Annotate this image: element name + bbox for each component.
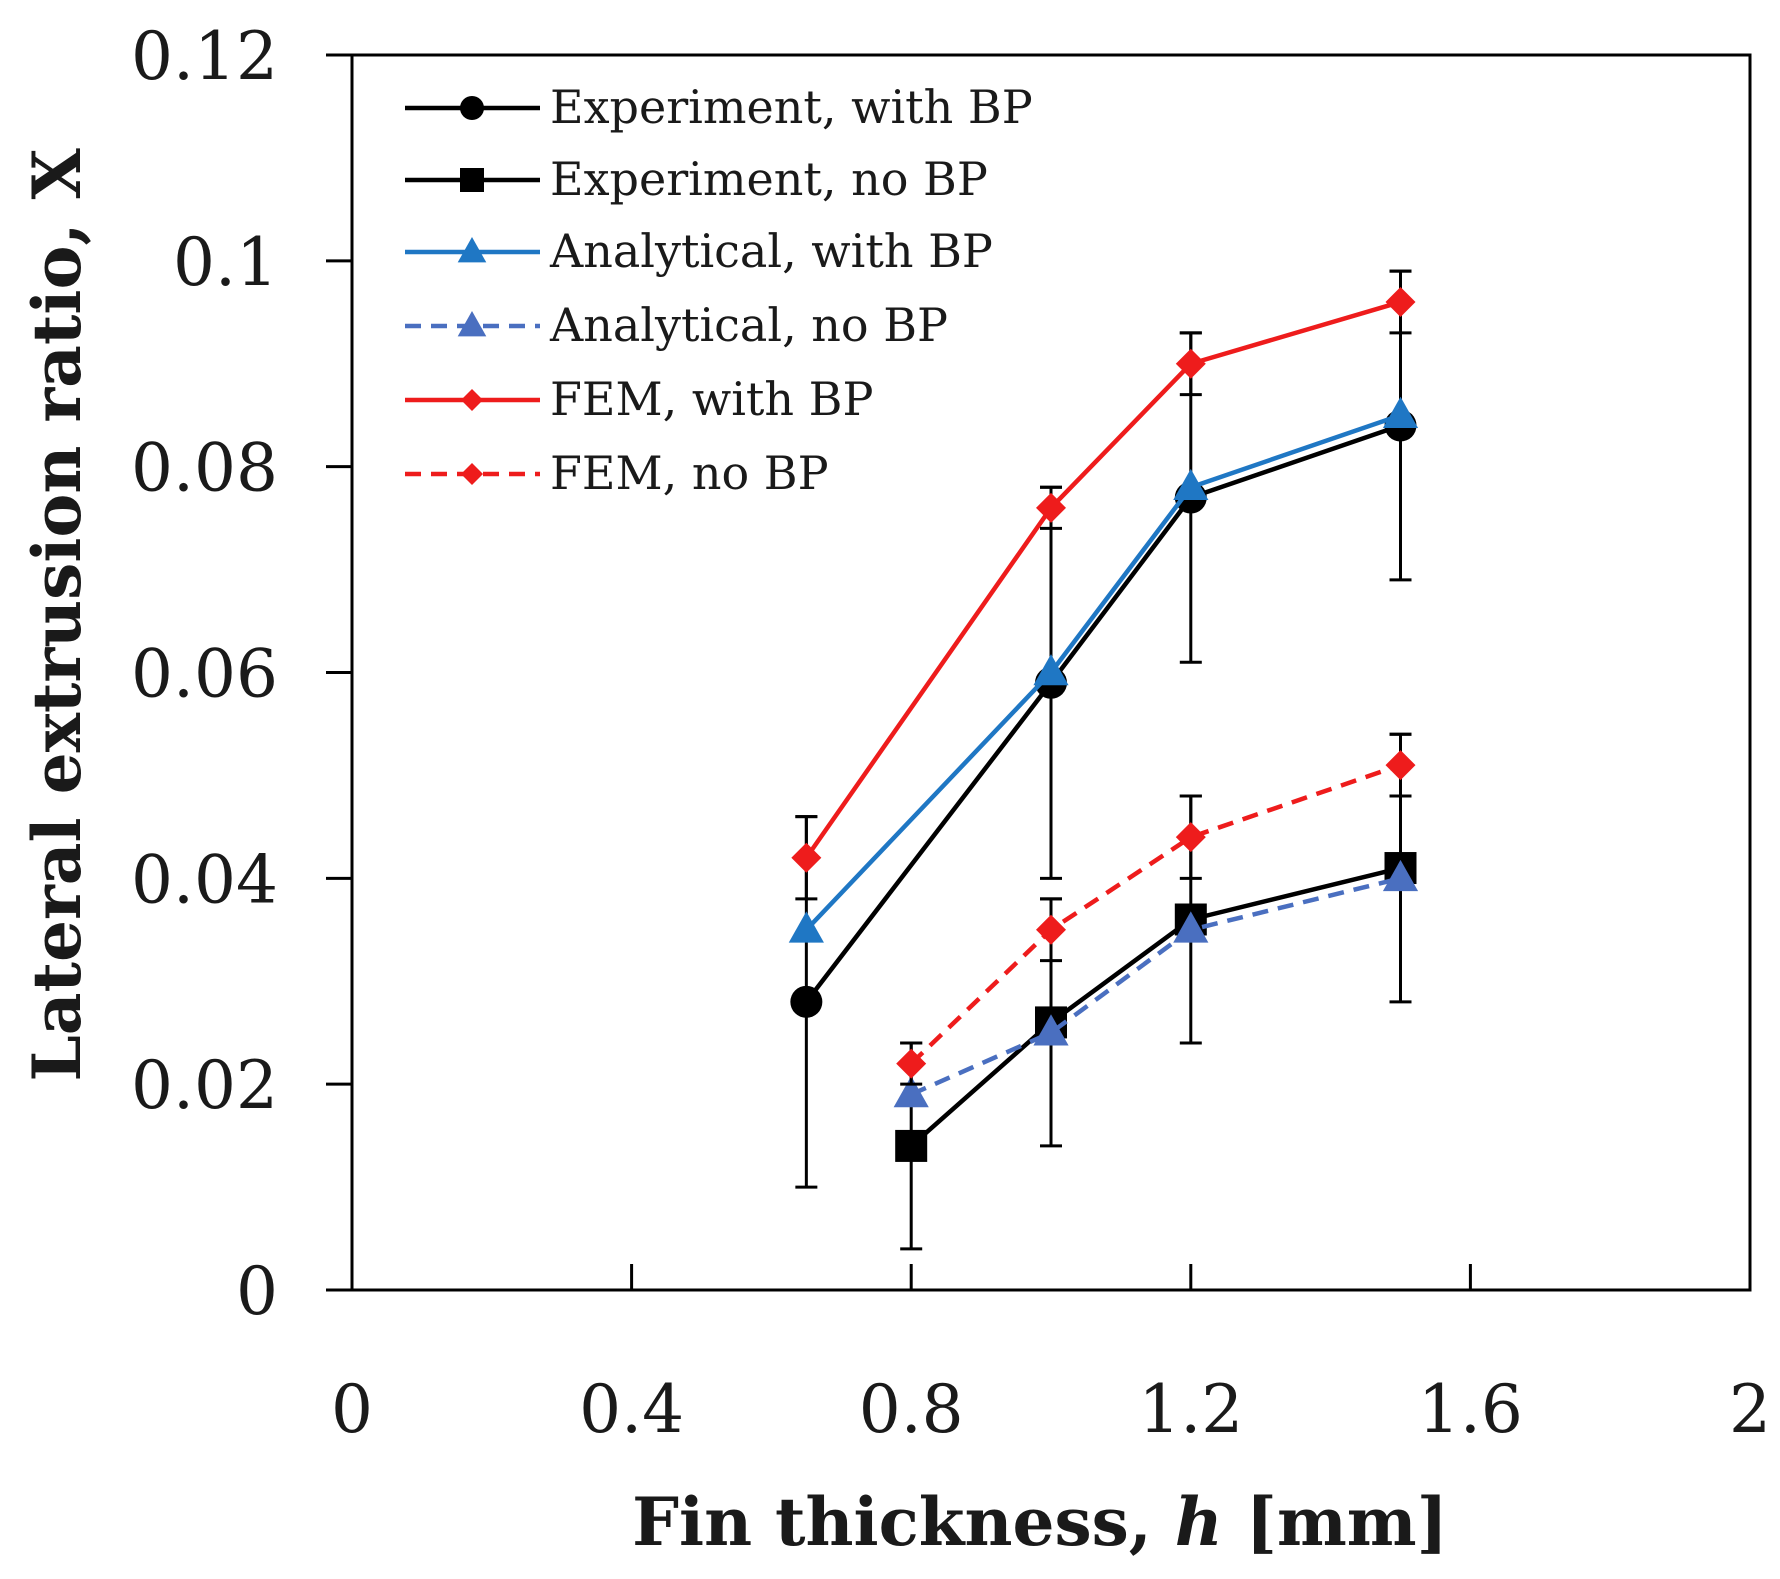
x-tick-label: 1.2 bbox=[1138, 1371, 1243, 1448]
data-point-triangle bbox=[1033, 654, 1069, 686]
legend-entry-5: FEM, no BP bbox=[405, 446, 829, 500]
data-point-triangle bbox=[1382, 859, 1419, 892]
x-axis-title-italic: h bbox=[1175, 1483, 1223, 1561]
data-point-circle bbox=[790, 985, 823, 1018]
data-point-diamond bbox=[791, 842, 822, 873]
series-3 bbox=[893, 859, 1419, 1108]
x-axis-title-main: Fin thickness, bbox=[632, 1483, 1175, 1561]
data-point-square bbox=[460, 168, 484, 192]
x-axis-title-unit: [mm] bbox=[1223, 1483, 1448, 1561]
y-tick-label: 0.04 bbox=[131, 841, 278, 918]
series-1 bbox=[895, 732, 1417, 1251]
y-tick-label: 0.06 bbox=[131, 636, 278, 713]
series-line bbox=[804, 413, 1402, 932]
legend-label: Analytical, with BP bbox=[549, 224, 993, 278]
series-4 bbox=[791, 269, 1416, 901]
y-tick-label: 0.02 bbox=[131, 1047, 278, 1124]
legend: Experiment, with BP Experiment, no BP Anal… bbox=[405, 80, 1033, 500]
axes: 0 0.4 0.8 1.2 1.6 2 0 0.02 0.04 0.06 0.08 0.1 0.12 bbox=[131, 18, 1771, 1448]
legend-label: Analytical, no BP bbox=[549, 298, 948, 352]
series-line bbox=[804, 423, 1402, 1004]
x-axis-title: Fin thickness, h [mm] bbox=[632, 1483, 1448, 1561]
legend-label: FEM, no BP bbox=[550, 446, 829, 500]
data-point-triangle bbox=[1033, 1014, 1069, 1046]
data-point-diamond bbox=[1175, 822, 1206, 853]
data-point-triangle bbox=[1173, 911, 1209, 943]
data-point-diamond bbox=[1175, 348, 1206, 379]
y-tick-label: 0.08 bbox=[131, 430, 278, 507]
x-tick-label: 0.8 bbox=[859, 1371, 964, 1448]
data-point-circle bbox=[460, 96, 484, 120]
data-point-triangle bbox=[893, 1076, 929, 1108]
series-line bbox=[909, 865, 1402, 1148]
series-line bbox=[804, 299, 1402, 860]
y-tick-label: 0 bbox=[236, 1253, 278, 1330]
data-point-triangle bbox=[788, 911, 824, 943]
y-tick-label: 0.12 bbox=[131, 18, 278, 95]
series-layer bbox=[788, 269, 1419, 1251]
legend-entry-2: Analytical, with BP bbox=[405, 224, 993, 278]
x-tick-label: 0.4 bbox=[579, 1371, 684, 1448]
x-tick-label: 0 bbox=[331, 1371, 373, 1448]
data-point-triangle bbox=[457, 237, 487, 263]
x-tick-label: 1.6 bbox=[1418, 1371, 1523, 1448]
data-point-triangle bbox=[1382, 396, 1419, 429]
data-point-diamond bbox=[1385, 750, 1416, 781]
y-tick-label: 0.1 bbox=[173, 224, 278, 301]
legend-label: Experiment, no BP bbox=[550, 152, 988, 206]
data-point-diamond bbox=[461, 463, 483, 485]
legend-entry-0: Experiment, with BP bbox=[405, 80, 1033, 134]
data-point-triangle bbox=[1173, 468, 1209, 501]
legend-entry-3: Analytical, no BP bbox=[405, 298, 948, 352]
series-2 bbox=[788, 396, 1419, 943]
data-point-diamond bbox=[461, 389, 483, 411]
series-line bbox=[909, 762, 1402, 1066]
data-point-diamond bbox=[896, 1048, 927, 1079]
legend-entry-1: Experiment, no BP bbox=[405, 152, 988, 206]
series-0 bbox=[790, 269, 1417, 1189]
x-tick-label: 2 bbox=[1729, 1371, 1771, 1448]
data-point-square bbox=[895, 1129, 928, 1162]
legend-entry-4: FEM, with BP bbox=[405, 372, 873, 426]
data-point-diamond bbox=[1036, 492, 1066, 523]
data-point-triangle bbox=[457, 311, 487, 337]
data-point-diamond bbox=[1036, 914, 1066, 945]
data-point-diamond bbox=[1385, 287, 1416, 317]
legend-label: Experiment, with BP bbox=[550, 80, 1033, 134]
y-axis-title: Lateral extrusion ratio, X bbox=[18, 148, 96, 1082]
series-line bbox=[910, 876, 1402, 1097]
legend-label: FEM, with BP bbox=[550, 372, 873, 426]
series-5 bbox=[896, 732, 1416, 1086]
